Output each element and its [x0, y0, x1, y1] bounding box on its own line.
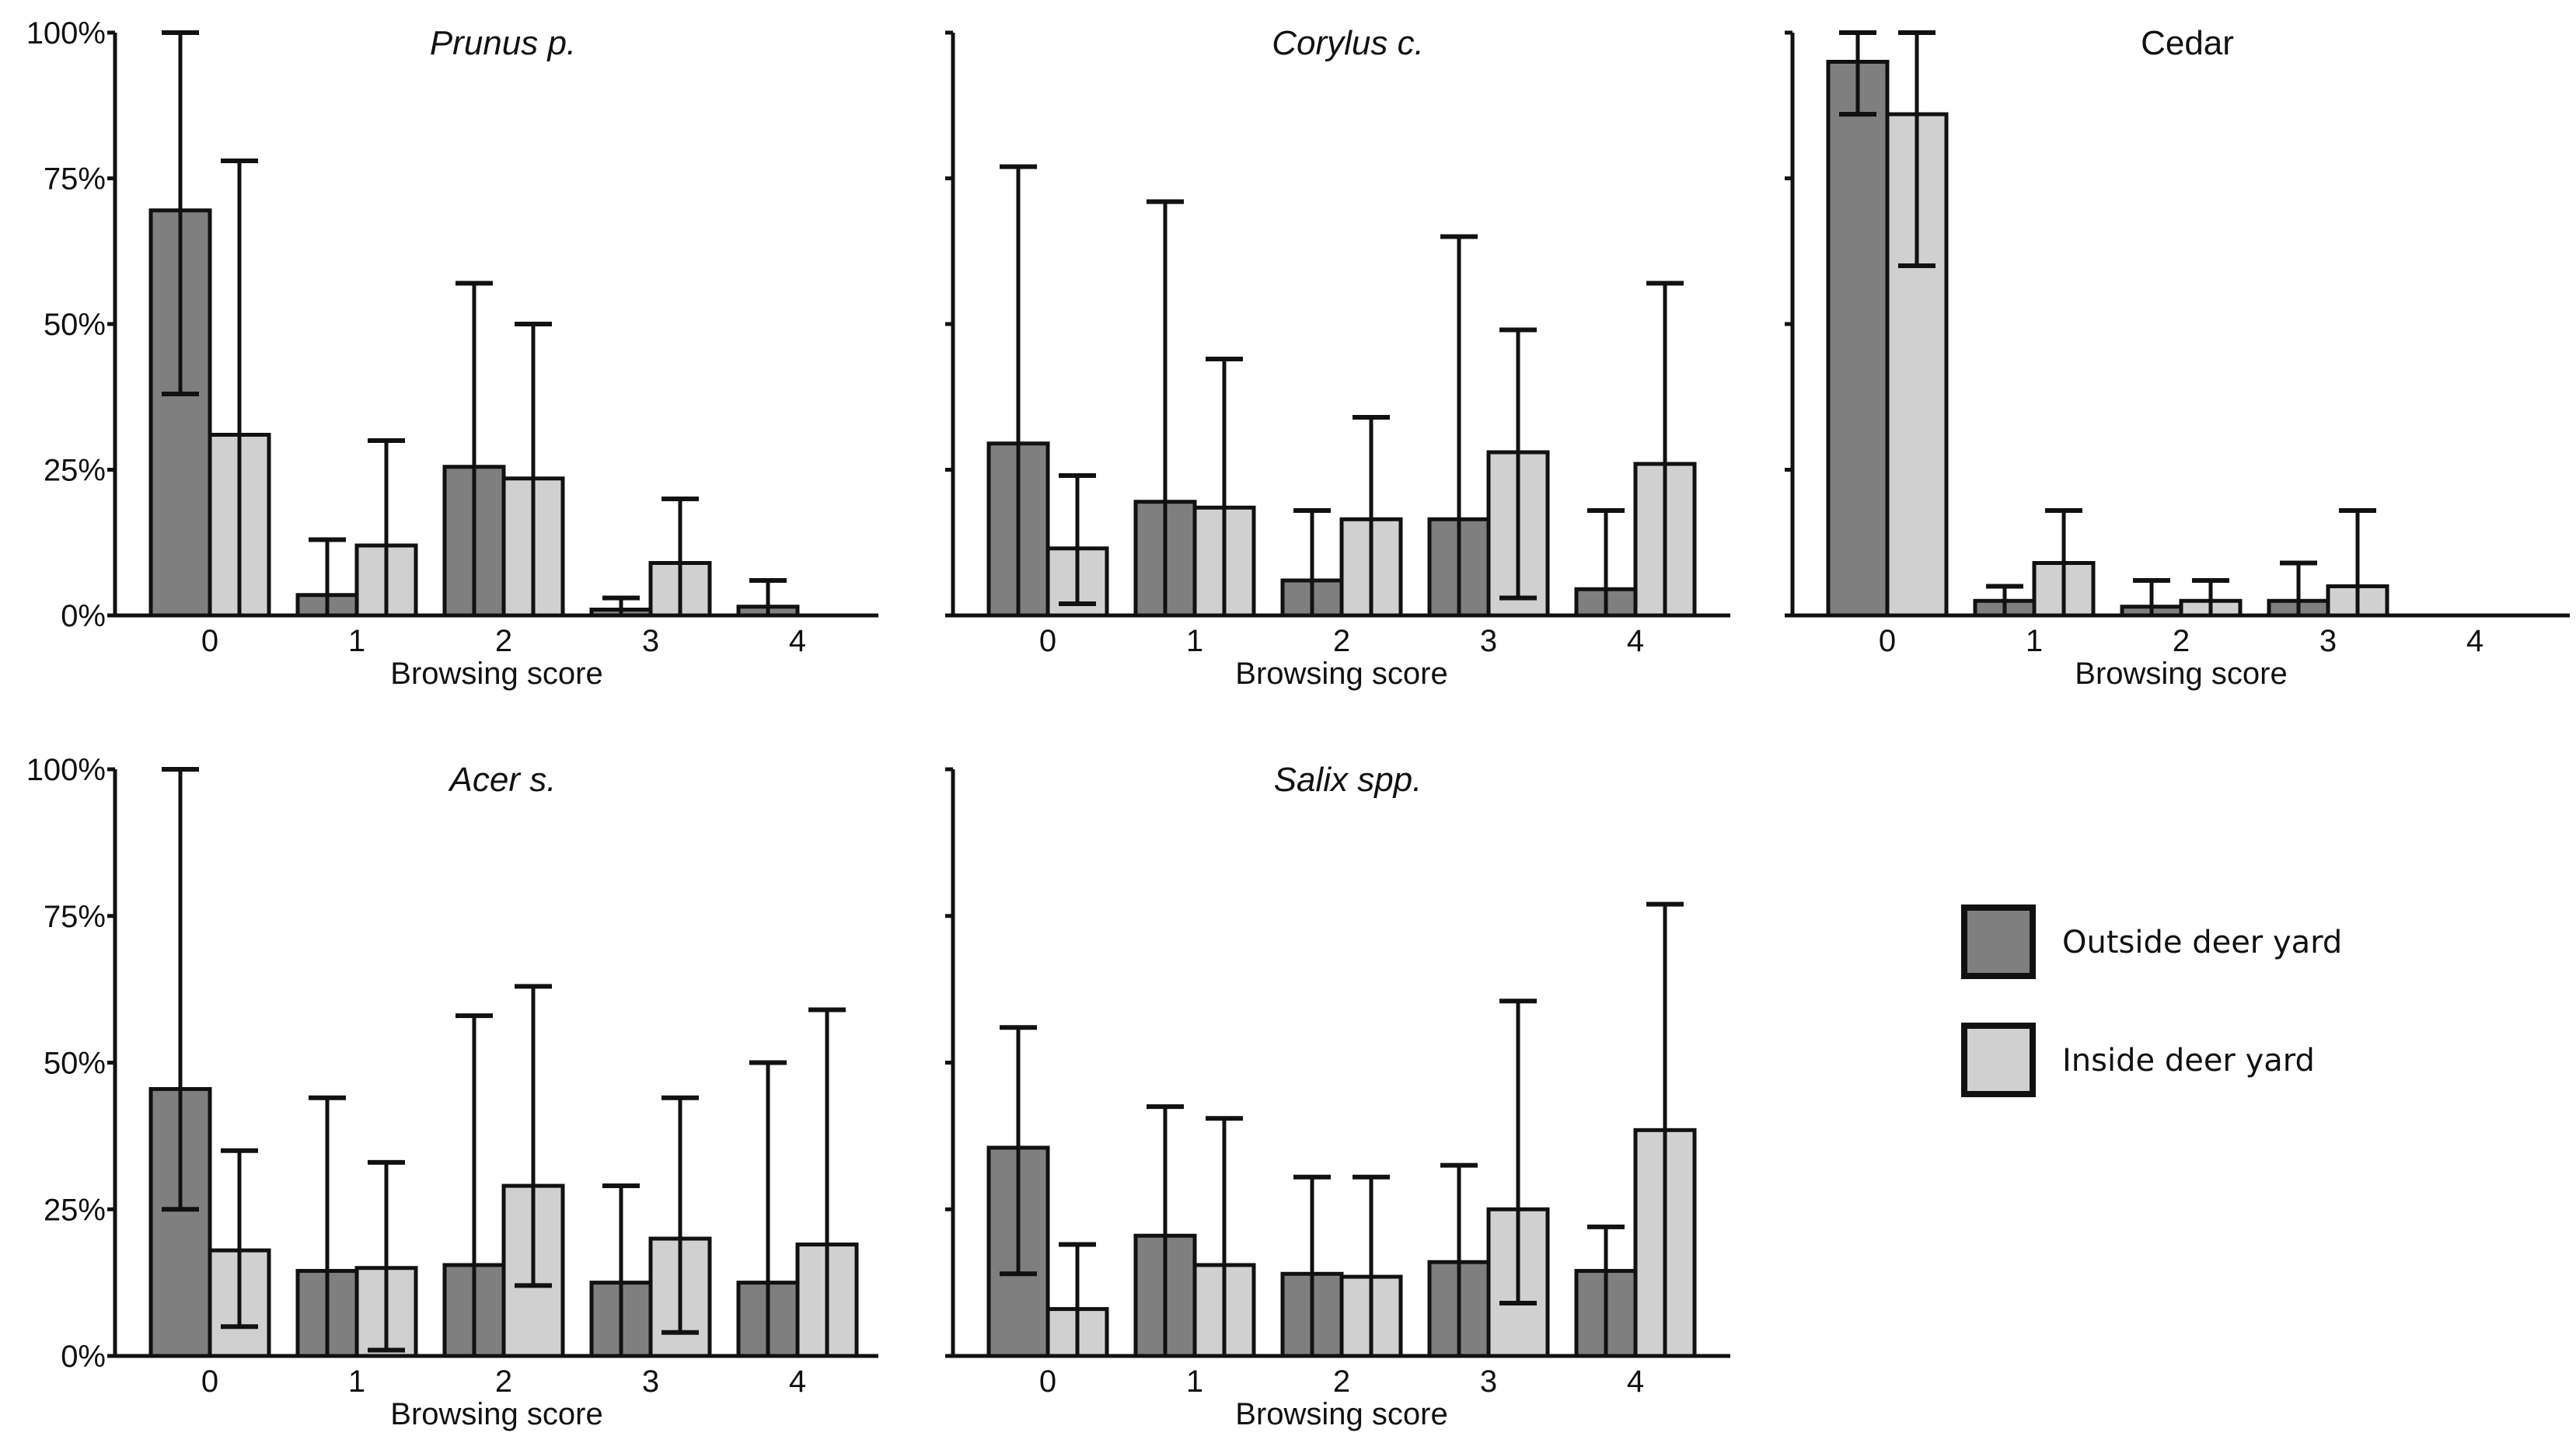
- x-tick-label: 2: [1333, 1365, 1350, 1399]
- x-tick-label: 4: [2466, 624, 2484, 658]
- y-tick-label: 25%: [44, 454, 106, 488]
- x-axis-title: Browsing score: [2075, 657, 2287, 691]
- y-tick-label: 100%: [26, 753, 106, 787]
- panel-0: 0% 25% 50% 75% 100% 0 1 2 3 4 Browsing score Prunus…: [26, 16, 878, 691]
- legend-swatch-outside: [1961, 904, 2036, 979]
- x-tick-label: 4: [789, 1365, 806, 1399]
- y-tick-label: 25%: [44, 1193, 106, 1227]
- x-tick-label: 0: [1039, 1365, 1056, 1399]
- x-tick-label: 1: [1186, 1365, 1203, 1399]
- panel-4: 0 1 2 3 4 Browsing score Salix spp.: [945, 761, 1730, 1431]
- x-tick-label: 3: [642, 624, 659, 658]
- x-tick-label: 3: [642, 1365, 659, 1399]
- x-tick-label: 1: [348, 1365, 365, 1399]
- y-tick-label: 75%: [44, 162, 106, 197]
- y-tick-label: 0%: [61, 1340, 106, 1374]
- x-tick-label: 3: [1480, 1365, 1497, 1399]
- legend: Outside deer yard Inside deer yard: [1961, 904, 2342, 1097]
- x-tick-label: 4: [789, 624, 806, 658]
- x-tick-label: 2: [495, 1365, 512, 1399]
- x-axis-title: Browsing score: [390, 1397, 602, 1431]
- y-tick-label: 50%: [44, 1047, 106, 1081]
- x-tick-label: 0: [201, 624, 218, 658]
- y-tick-label: 75%: [44, 900, 106, 934]
- x-tick-label: 0: [1039, 624, 1056, 658]
- y-tick-label: 0%: [61, 599, 106, 633]
- x-tick-label: 2: [495, 624, 512, 658]
- panel-title: Acer s.: [448, 761, 557, 799]
- legend-swatch-inside: [1961, 1023, 2036, 1097]
- legend-label-inside: Inside deer yard: [2062, 1043, 2315, 1079]
- x-tick-label: 3: [1480, 624, 1497, 658]
- x-axis-title: Browsing score: [1235, 657, 1447, 691]
- panel-title: Corylus c.: [1272, 24, 1424, 62]
- panel-title: Cedar: [2141, 24, 2234, 62]
- x-tick-label: 1: [2026, 624, 2043, 658]
- x-tick-label: 2: [2173, 624, 2190, 658]
- panel-3: 0% 25% 50% 75% 100% 0 1 2 3 4 Browsing score Acer s…: [26, 753, 878, 1431]
- y-tick-label: 100%: [26, 16, 106, 51]
- x-tick-label: 2: [1333, 624, 1350, 658]
- x-tick-label: 4: [1627, 624, 1644, 658]
- y-tick-label: 50%: [44, 308, 106, 342]
- x-tick-label: 1: [1186, 624, 1203, 658]
- x-tick-label: 1: [348, 624, 365, 658]
- x-tick-label: 4: [1627, 1365, 1644, 1399]
- legend-label-outside: Outside deer yard: [2062, 925, 2342, 960]
- panel-title: Salix spp.: [1274, 761, 1422, 799]
- panel-1: 0 1 2 3 4 Browsing score Corylus c.: [945, 24, 1730, 691]
- x-tick-label: 0: [201, 1365, 218, 1399]
- panel-2: 0 1 2 3 4 Browsing score Cedar: [1785, 24, 2570, 691]
- bar-outside-0: [1826, 60, 1890, 618]
- x-axis-title: Browsing score: [1235, 1397, 1447, 1431]
- x-tick-label: 3: [2319, 624, 2337, 658]
- x-axis-title: Browsing score: [390, 657, 602, 691]
- x-tick-label: 0: [1879, 624, 1896, 658]
- panel-title: Prunus p.: [430, 24, 576, 62]
